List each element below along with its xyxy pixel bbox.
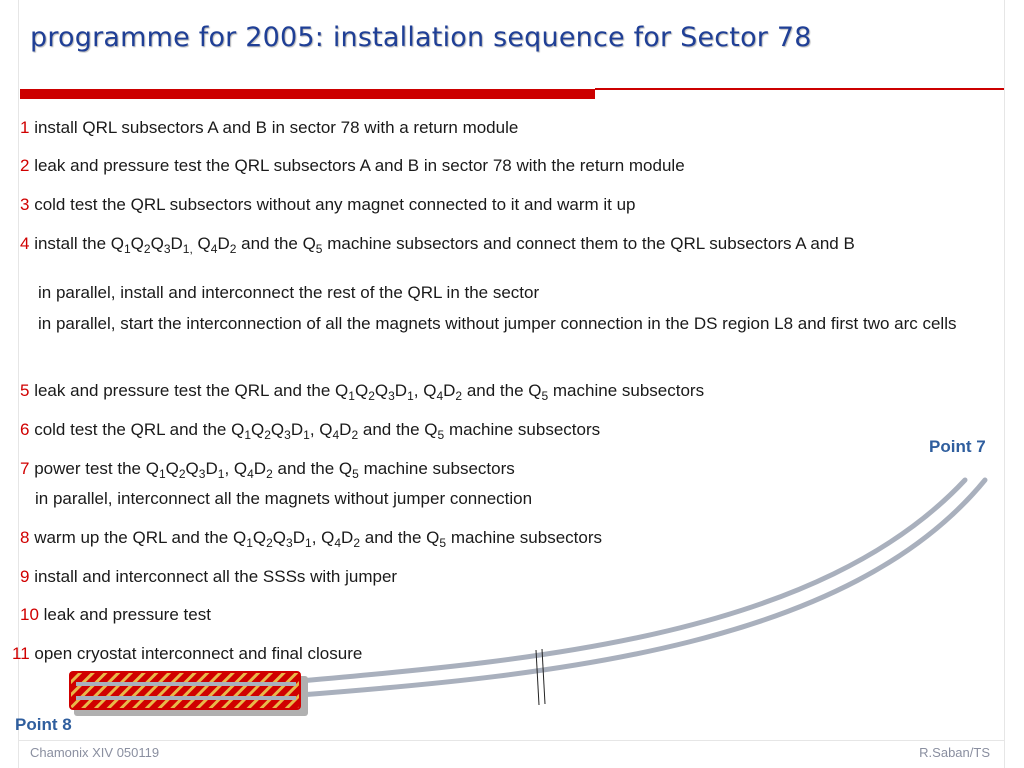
frame-right-line (1004, 0, 1005, 768)
step-text-2: and the Q (236, 234, 316, 253)
arc-tube-inner (297, 477, 988, 698)
step-text-3: machine subsectors (446, 528, 602, 547)
parallel-note-2: in parallel, start the interconnection o… (38, 314, 957, 333)
step-3: 3 cold test the QRL subsectors without a… (20, 195, 636, 215)
step-number: 3 (20, 195, 30, 214)
step-text: leak and pressure test the QRL and the Q (34, 381, 349, 400)
step-number: 6 (20, 420, 30, 439)
parallel-note-3: in parallel, interconnect all the magnet… (35, 489, 533, 508)
point-8-label: Point 8 (15, 715, 72, 734)
step-text: install the Q (34, 234, 124, 253)
title-underline-rule (595, 88, 1004, 90)
step-text-3: machine subsectors (444, 420, 601, 439)
step-text: leak and pressure test (43, 605, 211, 624)
parallel-note-1: in parallel, install and interconnect th… (38, 283, 540, 302)
step-text: power test the Q (34, 459, 159, 478)
arc-tubes (297, 477, 988, 698)
step-9: 9 install and interconnect all the SSSs … (20, 567, 397, 587)
installation-zone-highlight (69, 671, 301, 710)
step-text-2: and the Q (462, 381, 542, 400)
arc-tube-outer (297, 477, 968, 684)
slide-title: programme for 2005: installation sequenc… (30, 22, 812, 53)
step-text: open cryostat interconnect and final clo… (34, 644, 363, 663)
step-8: 8 warm up the QRL and the Q1Q2Q3D1, Q4D2… (20, 528, 602, 550)
frame-bottom-line (18, 740, 1005, 741)
footer-right: R.Saban/TS (919, 745, 990, 760)
step-2: 2 leak and pressure test the QRL subsect… (20, 156, 685, 176)
step-text-2: and the Q (358, 420, 438, 439)
frame-left-line (18, 0, 19, 768)
zone-tubes (76, 682, 296, 700)
step-text-2: and the Q (272, 459, 353, 478)
step-text: install and interconnect all the SSSs wi… (34, 567, 398, 586)
arc-separator (535, 648, 546, 706)
step-text-3: machine subsectors and connect them to t… (322, 234, 855, 253)
step-text-3: machine subsectors (548, 381, 705, 400)
step-text: warm up the QRL and the Q (34, 528, 247, 547)
step-number: 9 (20, 567, 30, 586)
step-5: 5 leak and pressure test the QRL and the… (20, 381, 705, 403)
step-number: 11 (12, 644, 30, 663)
step-7: 7 power test the Q1Q2Q3D1, Q4D2 and the … (20, 459, 515, 481)
step-text: leak and pressure test the QRL subsector… (34, 156, 685, 175)
step-number: 1 (20, 118, 30, 137)
step-number: 10 (20, 605, 39, 624)
step-number: 5 (20, 381, 30, 400)
step-6: 6 cold test the QRL and the Q1Q2Q3D1, Q4… (20, 420, 601, 442)
step-text-3: machine subsectors (358, 459, 515, 478)
step-number: 4 (20, 234, 30, 253)
step-4: 4 install the Q1Q2Q3D1, Q4D2 and the Q5 … (20, 234, 855, 256)
step-number: 8 (20, 528, 30, 547)
step-10: 10 leak and pressure test (20, 605, 211, 625)
step-1: 1 install QRL subsectors A and B in sect… (20, 118, 518, 138)
footer-left: Chamonix XIV 050119 (30, 745, 160, 760)
step-11: 11 open cryostat interconnect and final … (12, 644, 362, 664)
step-text-2: and the Q (360, 528, 440, 547)
step-text: cold test the QRL and the Q (34, 420, 245, 439)
step-text: cold test the QRL subsectors without any… (34, 195, 636, 214)
step-number: 7 (20, 459, 30, 478)
point-7-label: Point 7 (929, 437, 986, 456)
step-text: install QRL subsectors A and B in sector… (34, 118, 519, 137)
title-underline-bar (20, 89, 595, 99)
step-number: 2 (20, 156, 30, 175)
